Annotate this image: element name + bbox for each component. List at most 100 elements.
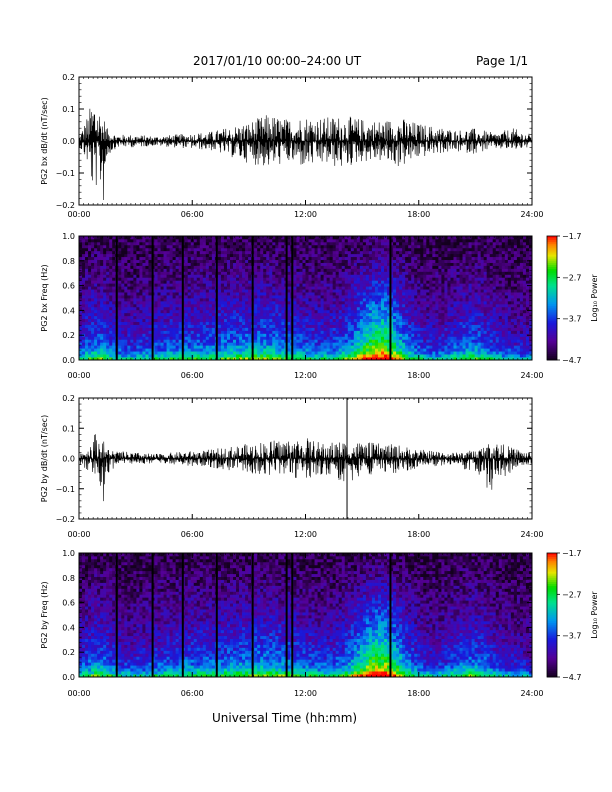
y-tick-label: 0.8 [62, 257, 75, 266]
x-tick-label: 18:00 [407, 210, 430, 219]
colorbar-cell [547, 592, 557, 595]
colorbar-cell [547, 314, 557, 317]
colorbar-cell [547, 244, 557, 247]
colorbar-cell [547, 293, 557, 297]
y-axis-label: PG2 bx dB/dt (nT/sec) [40, 97, 49, 184]
x-tick-label: 18:00 [407, 689, 430, 698]
colorbar-cell [547, 254, 557, 258]
colorbar-cell [547, 349, 557, 353]
colorbar-cell [547, 285, 557, 289]
colorbar-cell [547, 355, 557, 359]
colorbar-cell [547, 586, 557, 589]
x-tick-label: 12:00 [294, 689, 317, 698]
colorbar-cell [547, 242, 557, 245]
colorbar-cell [547, 567, 557, 570]
colorbar-cell [547, 306, 557, 309]
colorbar-cell [547, 320, 557, 324]
y-tick-label: 0.6 [62, 282, 75, 291]
y-tick-label: 0.2 [62, 648, 75, 657]
colorbar-cell [547, 238, 557, 241]
y-tick-label: 0.4 [62, 623, 75, 632]
y-axis-label: PG2 bx Freq (Hz) [40, 264, 49, 331]
colorbar-cell [547, 248, 557, 251]
colorbar-cell [547, 617, 557, 620]
colorbar-cell [547, 312, 557, 315]
x-tick-label: 06:00 [181, 689, 204, 698]
colorbar-label: Log₁₀ Power [590, 591, 599, 639]
colorbar-cell [547, 279, 557, 282]
colorbar-cell [547, 240, 557, 243]
colorbar-cell [547, 606, 557, 610]
x-tick-label: 12:00 [294, 371, 317, 380]
colorbar-cell [547, 310, 557, 313]
colorbar-cell [547, 318, 557, 322]
colorbar-cell [547, 658, 557, 661]
y-tick-label: 0.0 [62, 137, 75, 146]
colorbar-cell [547, 262, 557, 266]
colorbar-cell [547, 250, 557, 253]
colorbar-cell [547, 271, 557, 274]
colorbar-cell [547, 660, 557, 663]
y-tick-label: −0.1 [56, 169, 75, 178]
colorbar-cell [547, 553, 557, 556]
colorbar-cell [547, 641, 557, 645]
colorbar-cell [547, 621, 557, 624]
colorbar-cell [547, 559, 557, 562]
x-tick-label: 24:00 [520, 530, 543, 539]
colorbar-cell [547, 347, 557, 351]
colorbar-cell [547, 629, 557, 632]
colorbar-cell [547, 635, 557, 639]
colorbar-cell [547, 264, 557, 268]
colorbar-cell [547, 610, 557, 614]
colorbar-cell [547, 283, 557, 286]
y-tick-label: 1.0 [62, 232, 75, 241]
y-tick-label: 0.2 [62, 394, 75, 403]
colorbar-cell [547, 267, 557, 270]
colorbar-cell [547, 666, 557, 670]
colorbar-cell [547, 236, 557, 239]
colorbar-cell [547, 668, 557, 672]
colorbar-cell [547, 326, 557, 330]
page-number: Page 1/1 [476, 54, 529, 68]
y-tick-label: 0.0 [62, 356, 75, 365]
colorbar-cell [547, 295, 557, 299]
x-tick-label: 24:00 [520, 210, 543, 219]
colorbar-cell [547, 590, 557, 593]
colorbar-cell [547, 343, 557, 346]
y-axis-label: PG2 by Freq (Hz) [40, 581, 49, 648]
y-tick-label: 0.2 [62, 331, 75, 340]
y-tick-label: −0.2 [56, 201, 75, 210]
x-tick-label: 18:00 [407, 530, 430, 539]
x-tick-label: 24:00 [520, 371, 543, 380]
colorbar-cell [547, 581, 557, 585]
colorbar-cell [547, 633, 557, 637]
colorbar-cell [547, 579, 557, 583]
colorbar-cell [547, 650, 557, 653]
colorbar-cell [547, 596, 557, 599]
colorbar-label: Log₁₀ Power [590, 274, 599, 322]
colorbar-cell [547, 329, 557, 332]
colorbar-cell [547, 258, 557, 262]
colorbar-tick-label: −3.7 [562, 315, 581, 324]
y-tick-label: 1.0 [62, 549, 75, 558]
x-tick-label: 12:00 [294, 530, 317, 539]
x-tick-label: 06:00 [181, 530, 204, 539]
colorbar-cell [547, 619, 557, 622]
colorbar-cell [547, 322, 557, 326]
y-tick-label: 0.1 [62, 105, 75, 114]
colorbar-cell [547, 252, 557, 255]
x-tick-label: 00:00 [67, 530, 90, 539]
colorbar-cell [547, 662, 557, 665]
colorbar-cell [547, 256, 557, 260]
colorbar-cell [547, 357, 557, 361]
colorbar-cell [547, 623, 557, 626]
spectrogram [79, 553, 533, 678]
colorbar-cell [547, 555, 557, 558]
colorbar-cell [547, 625, 557, 628]
colorbar-tick-label: −2.7 [562, 590, 581, 599]
colorbar-cell [547, 577, 557, 581]
x-tick-label: 06:00 [181, 210, 204, 219]
colorbar-cell [547, 260, 557, 264]
colorbar-cell [547, 281, 557, 284]
colorbar-cell [547, 331, 557, 334]
